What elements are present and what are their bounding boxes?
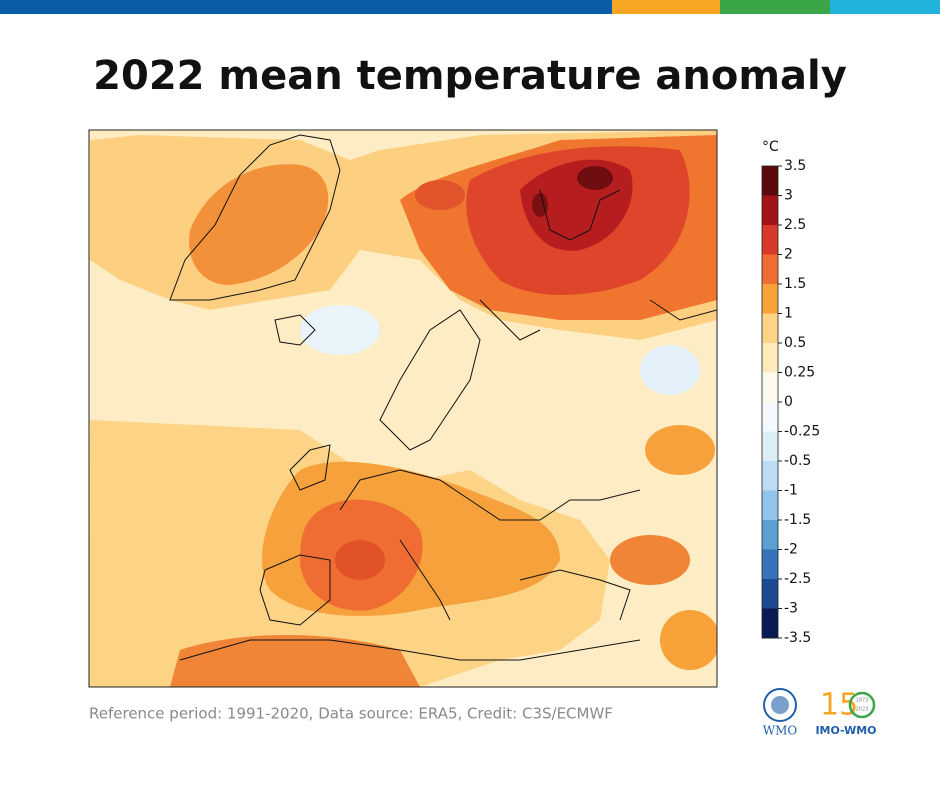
colorbar-tick-label: -3 bbox=[784, 601, 798, 617]
footnote: Reference period: 1991-2020, Data source… bbox=[89, 705, 613, 723]
map bbox=[88, 129, 718, 688]
imo-label: IMO-WMO bbox=[815, 724, 876, 737]
colorbar-bin bbox=[762, 520, 778, 550]
title: 2022 mean temperature anomaly bbox=[93, 53, 847, 99]
colorbar-bin bbox=[762, 225, 778, 255]
colorbar-bin bbox=[762, 313, 778, 344]
colorbar-tick-label: 2.5 bbox=[784, 217, 806, 233]
colorbar-unit: °C bbox=[762, 139, 779, 155]
stripe bbox=[0, 0, 612, 14]
stripe bbox=[720, 0, 830, 14]
colorbar: 3.5 3 2.5 2 1.5 1 0.5 0.25 0 -0.25 -0.5 -1 -1.5 -2 -2.… bbox=[761, 158, 820, 646]
colorbar-tick-label: 0.25 bbox=[784, 365, 815, 381]
colorbar-bin bbox=[762, 490, 778, 521]
imo-logo: 15 1873 2023 IMO-WMO bbox=[815, 688, 876, 738]
colorbar-bin bbox=[762, 166, 778, 196]
colorbar-bin bbox=[762, 608, 778, 639]
colorbar-bin bbox=[762, 431, 778, 462]
colorbar-tick-label: -2.5 bbox=[784, 571, 811, 587]
colorbar-bin bbox=[762, 254, 778, 285]
colorbar-tick-label: -3.5 bbox=[784, 630, 811, 646]
colorbar-tick-label: 3 bbox=[784, 188, 793, 204]
colorbar-bin bbox=[762, 579, 778, 609]
colorbar-bin bbox=[762, 402, 778, 432]
colorbar-tick-label: 3.5 bbox=[784, 158, 806, 174]
colorbar-bin bbox=[762, 195, 778, 226]
colorbar-bin bbox=[762, 372, 778, 403]
colorbar-tick-label: -1.5 bbox=[784, 512, 811, 528]
wmo-label: WMO bbox=[763, 724, 798, 738]
logo-mark: 15 bbox=[820, 688, 858, 723]
wmo-logo: WMO bbox=[763, 688, 798, 738]
colorbar-tick-label: -0.25 bbox=[784, 424, 820, 440]
colorbar-tick-label: 1.5 bbox=[784, 276, 806, 292]
colorbar-bin bbox=[762, 343, 778, 373]
stripe bbox=[830, 0, 940, 14]
colorbar-tick-label: 0.5 bbox=[784, 335, 806, 351]
colorbar-bin bbox=[762, 549, 778, 580]
colorbar-bin bbox=[762, 284, 778, 314]
stripe bbox=[612, 0, 720, 14]
logo-year: 2023 bbox=[856, 707, 869, 713]
colorbar-tick-label: -0.5 bbox=[784, 453, 811, 469]
colorbar-tick-label: -1 bbox=[784, 483, 798, 499]
colorbar-tick-label: 2 bbox=[784, 247, 793, 263]
colorbar-bin bbox=[762, 461, 778, 491]
colorbar-tick-label: 1 bbox=[784, 306, 793, 322]
colorbar-tick-label: 0 bbox=[784, 394, 793, 410]
colorbar-tick-label: -2 bbox=[784, 542, 798, 558]
logo-year: 1873 bbox=[856, 698, 869, 704]
